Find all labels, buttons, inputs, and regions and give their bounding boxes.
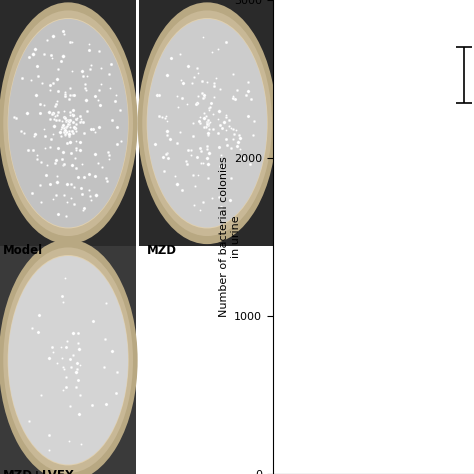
Bar — [0, 0, 136, 246]
Ellipse shape — [146, 18, 268, 228]
Ellipse shape — [147, 19, 267, 228]
Bar — [139, 246, 273, 474]
Bar — [0, 246, 136, 474]
Ellipse shape — [8, 18, 128, 228]
Ellipse shape — [137, 2, 277, 244]
Ellipse shape — [8, 19, 128, 228]
Ellipse shape — [8, 256, 128, 465]
Ellipse shape — [0, 239, 137, 474]
Ellipse shape — [3, 10, 133, 236]
Text: MZD+LVFX: MZD+LVFX — [3, 469, 74, 474]
Ellipse shape — [3, 247, 133, 473]
Bar — [139, 0, 273, 246]
Ellipse shape — [8, 255, 128, 465]
Ellipse shape — [0, 2, 137, 244]
Ellipse shape — [142, 10, 272, 236]
Text: MZD: MZD — [147, 244, 177, 257]
Y-axis label: Number of bacterial colonies
in urine: Number of bacterial colonies in urine — [219, 156, 241, 318]
Text: Model: Model — [3, 244, 43, 257]
